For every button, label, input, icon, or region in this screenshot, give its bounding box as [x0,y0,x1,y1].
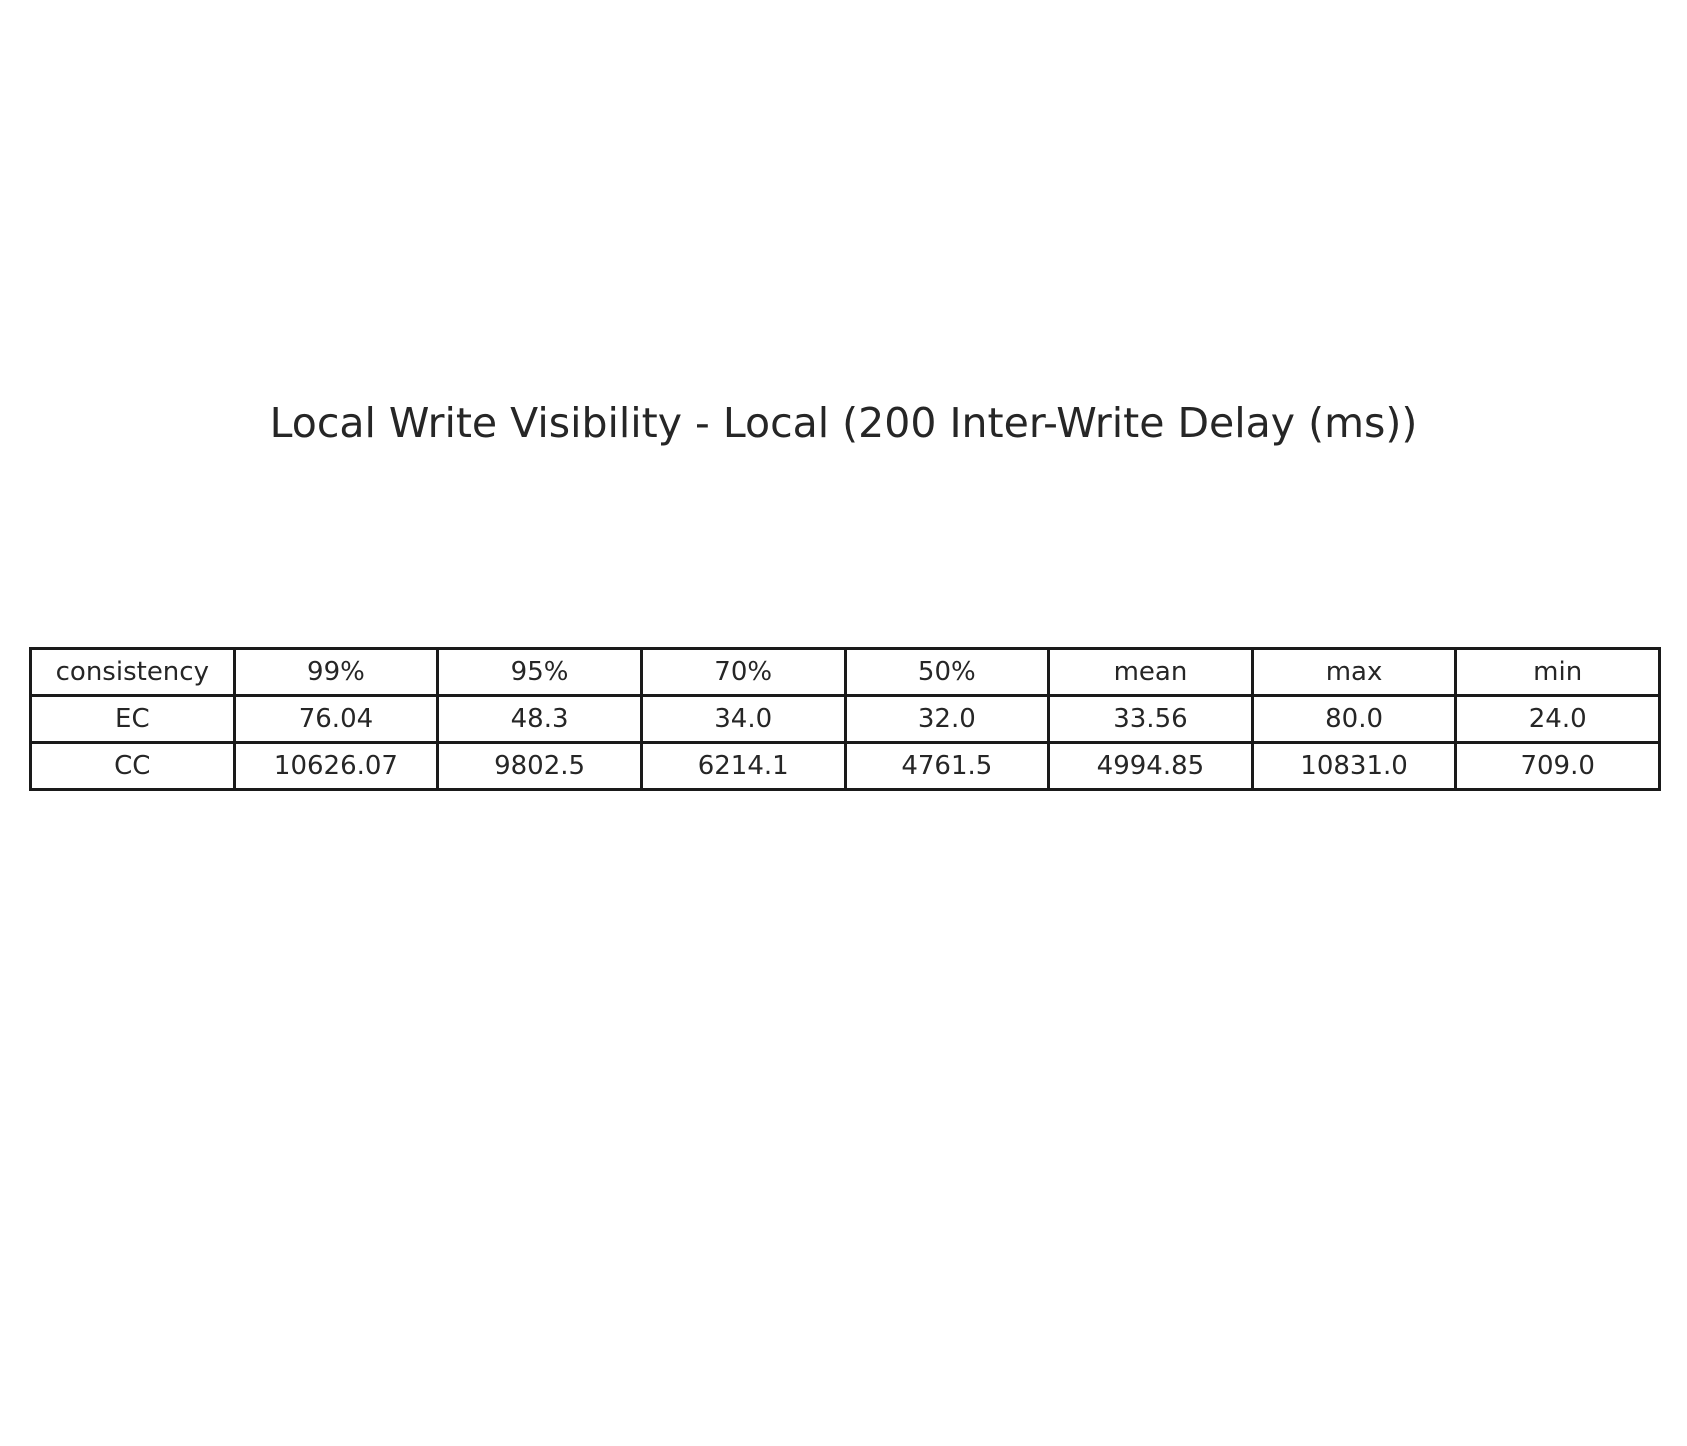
header-cell: 99% [232,647,440,697]
stats-table: consistency 99% 95% 70% 50% mean max min… [29,647,1661,791]
table-row: CC 10626.07 9802.5 6214.1 4761.5 4994.85… [29,741,1661,791]
header-cell: min [1454,647,1661,697]
table-cell: 4994.85 [1047,741,1254,791]
header-cell: 95% [436,647,643,697]
chart-title: Local Write Visibility - Local (200 Inte… [269,399,1418,447]
table-row: EC 76.04 48.3 34.0 32.0 33.56 80.0 24.0 [29,694,1661,744]
table-cell: 33.56 [1047,694,1254,744]
table-cell: 24.0 [1454,694,1661,744]
table-cell: 10831.0 [1250,741,1458,791]
table-cell: 32.0 [843,694,1051,744]
table-cell: 709.0 [1454,741,1661,791]
table-cell: CC [29,741,236,791]
table-cell: EC [29,694,236,744]
table-cell: 9802.5 [436,741,643,791]
header-cell: mean [1047,647,1254,697]
header-cell: max [1250,647,1458,697]
header-cell: consistency [29,647,236,697]
table-cell: 6214.1 [639,741,847,791]
table-cell: 10626.07 [232,741,440,791]
table-cell: 76.04 [232,694,440,744]
header-cell: 50% [843,647,1051,697]
table-cell: 34.0 [639,694,847,744]
table-header-row: consistency 99% 95% 70% 50% mean max min [29,647,1661,697]
header-cell: 70% [639,647,847,697]
table-cell: 48.3 [436,694,643,744]
table-cell: 4761.5 [843,741,1051,791]
table-cell: 80.0 [1250,694,1458,744]
